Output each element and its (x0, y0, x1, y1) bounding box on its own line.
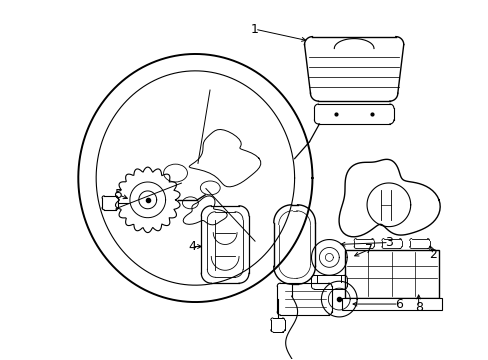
Text: 6: 6 (394, 297, 402, 311)
FancyBboxPatch shape (344, 251, 438, 298)
Text: 7: 7 (364, 243, 372, 256)
Text: 5: 5 (115, 188, 122, 201)
FancyBboxPatch shape (341, 298, 441, 310)
Text: 4: 4 (188, 240, 196, 253)
Text: 3: 3 (384, 236, 392, 249)
Text: 8: 8 (414, 301, 422, 314)
Text: 1: 1 (250, 23, 258, 36)
Text: 2: 2 (429, 248, 437, 261)
